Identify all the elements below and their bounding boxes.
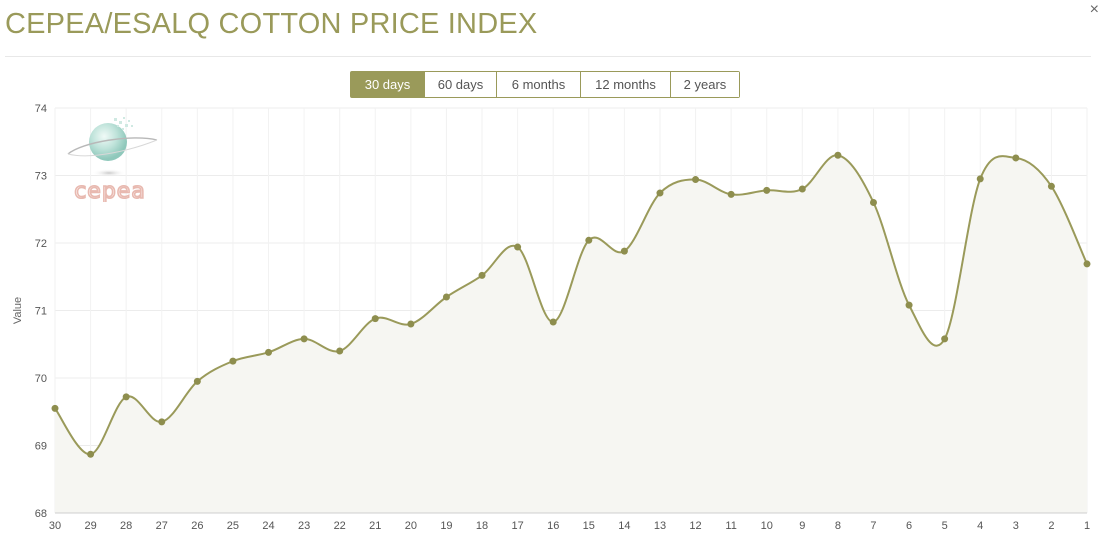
data-point xyxy=(976,175,984,183)
x-tick-label: 1 xyxy=(1084,520,1090,532)
x-tick-label: 15 xyxy=(583,520,595,532)
y-tick-label: 72 xyxy=(35,238,47,250)
x-tick-label: 23 xyxy=(298,520,310,532)
x-tick-label: 30 xyxy=(49,520,61,532)
data-point xyxy=(336,347,344,355)
range-selector: 30 days 60 days 6 months 12 months 2 yea… xyxy=(350,71,740,98)
data-point xyxy=(727,190,735,198)
x-tick-label: 14 xyxy=(618,520,630,532)
data-point xyxy=(87,450,95,458)
range-6-months-button[interactable]: 6 months xyxy=(496,72,580,97)
data-point xyxy=(229,357,237,365)
x-tick-label: 10 xyxy=(761,520,773,532)
x-tick-label: 16 xyxy=(547,520,559,532)
data-point xyxy=(478,271,486,279)
close-icon[interactable]: × xyxy=(1089,1,1099,18)
x-tick-label: 27 xyxy=(156,520,168,532)
data-point xyxy=(905,301,913,309)
data-point xyxy=(1012,154,1020,162)
y-tick-label: 68 xyxy=(35,508,47,520)
data-point xyxy=(692,176,700,184)
page-title: CEPEA/ESALQ COTTON PRICE INDEX xyxy=(5,8,538,40)
data-point xyxy=(1047,182,1055,190)
header-divider xyxy=(5,56,1091,57)
data-point xyxy=(585,236,593,244)
x-tick-label: 4 xyxy=(977,520,983,532)
data-point xyxy=(442,293,450,301)
cepea-watermark-text: cepea xyxy=(74,179,146,202)
x-tick-label: 22 xyxy=(334,520,346,532)
data-point xyxy=(407,320,415,328)
data-point xyxy=(869,199,877,206)
price-area xyxy=(55,155,1087,514)
y-tick-label: 70 xyxy=(35,373,47,385)
range-2-years-button[interactable]: 2 years xyxy=(670,72,739,97)
x-tick-label: 12 xyxy=(689,520,701,532)
cepea-watermark: cepea xyxy=(62,112,162,205)
x-tick-label: 26 xyxy=(191,520,203,532)
cepea-globe-logo-icon: cepea xyxy=(67,117,158,205)
x-tick-label: 13 xyxy=(654,520,666,532)
data-points xyxy=(51,151,1091,458)
data-point xyxy=(265,348,273,356)
x-tick-label: 8 xyxy=(835,520,841,532)
x-tick-label: 19 xyxy=(440,520,452,532)
y-tick-label: 69 xyxy=(35,441,47,453)
data-point xyxy=(620,247,628,255)
data-point xyxy=(656,189,664,197)
range-12-months-button[interactable]: 12 months xyxy=(580,72,670,97)
x-tick-label: 17 xyxy=(511,520,523,532)
y-axis-label: Value xyxy=(12,297,24,324)
x-tick-label: 11 xyxy=(725,520,736,532)
x-tick-label: 28 xyxy=(120,520,132,532)
data-point xyxy=(514,243,522,251)
data-point xyxy=(158,418,166,426)
x-tick-label: 25 xyxy=(227,520,239,532)
x-tick-label: 3 xyxy=(1013,520,1019,532)
x-tick-label: 20 xyxy=(405,520,417,532)
data-point xyxy=(549,318,557,326)
y-tick-label: 74 xyxy=(35,103,47,115)
data-point xyxy=(300,335,308,343)
data-point xyxy=(122,393,130,401)
x-tick-label: 18 xyxy=(476,520,488,532)
y-tick-label: 73 xyxy=(35,171,47,183)
data-point xyxy=(763,186,771,194)
range-60-days-button[interactable]: 60 days xyxy=(424,72,496,97)
x-tick-label: 6 xyxy=(906,520,912,532)
x-tick-label: 5 xyxy=(942,520,948,532)
data-point xyxy=(51,404,59,412)
x-tick-label: 9 xyxy=(799,520,805,532)
x-tick-label: 2 xyxy=(1048,520,1054,532)
range-30-days-button[interactable]: 30 days xyxy=(351,72,424,97)
x-tick-label: 29 xyxy=(84,520,96,532)
data-point xyxy=(798,185,806,193)
x-tick-label: 7 xyxy=(870,520,876,532)
data-point xyxy=(371,315,379,323)
data-point xyxy=(941,335,949,343)
x-tick-label: 21 xyxy=(369,520,381,532)
data-point xyxy=(834,151,842,159)
y-tick-label: 71 xyxy=(35,306,47,318)
x-tick-label: 24 xyxy=(262,520,274,532)
data-point xyxy=(193,377,201,385)
data-point xyxy=(1083,260,1091,268)
